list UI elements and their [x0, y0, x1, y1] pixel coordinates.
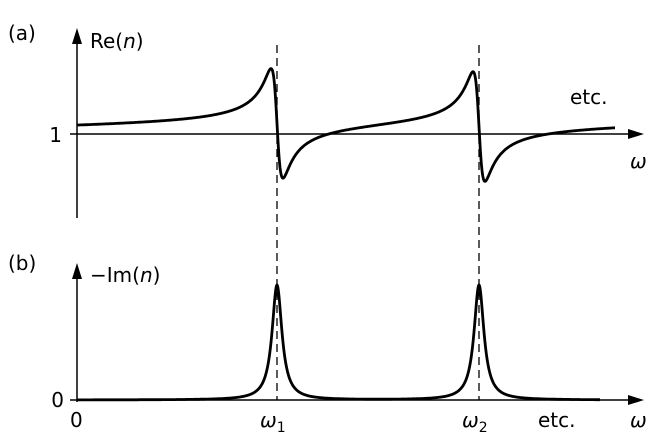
note: etc. — [538, 408, 576, 432]
im-n-curve — [76, 283, 601, 402]
label-part: ) — [136, 29, 144, 53]
tick-label: 0 — [51, 388, 64, 412]
arrow-head — [628, 395, 644, 405]
tick-label: 1 — [49, 123, 62, 147]
x-axis-label: ω — [630, 408, 647, 432]
label-part: ω — [462, 408, 479, 432]
label-part: 2 — [479, 420, 488, 436]
note: etc. — [570, 85, 608, 109]
label-part: ) — [153, 263, 161, 287]
re-n-curve — [76, 67, 616, 183]
arrow-head — [72, 263, 82, 279]
label-part: 1 — [277, 420, 286, 436]
label-part: n — [140, 263, 153, 287]
label-part: n — [123, 29, 136, 53]
panel-label: (b) — [8, 251, 36, 275]
y-axis-label: Re(n) — [90, 29, 144, 53]
arrow-head — [72, 28, 82, 44]
label-part: ω — [260, 408, 277, 432]
arrow-head — [628, 129, 644, 139]
resonance-label: ω2 — [462, 408, 488, 436]
label-part: −Im( — [90, 263, 140, 287]
panel-label: (a) — [8, 21, 36, 45]
x-axis-label: ω — [630, 149, 647, 173]
resonance-label: ω1 — [260, 408, 286, 436]
y-axis-label: −Im(n) — [90, 263, 160, 287]
tick-label: 0 — [70, 408, 83, 432]
label-part: Re( — [90, 29, 123, 53]
